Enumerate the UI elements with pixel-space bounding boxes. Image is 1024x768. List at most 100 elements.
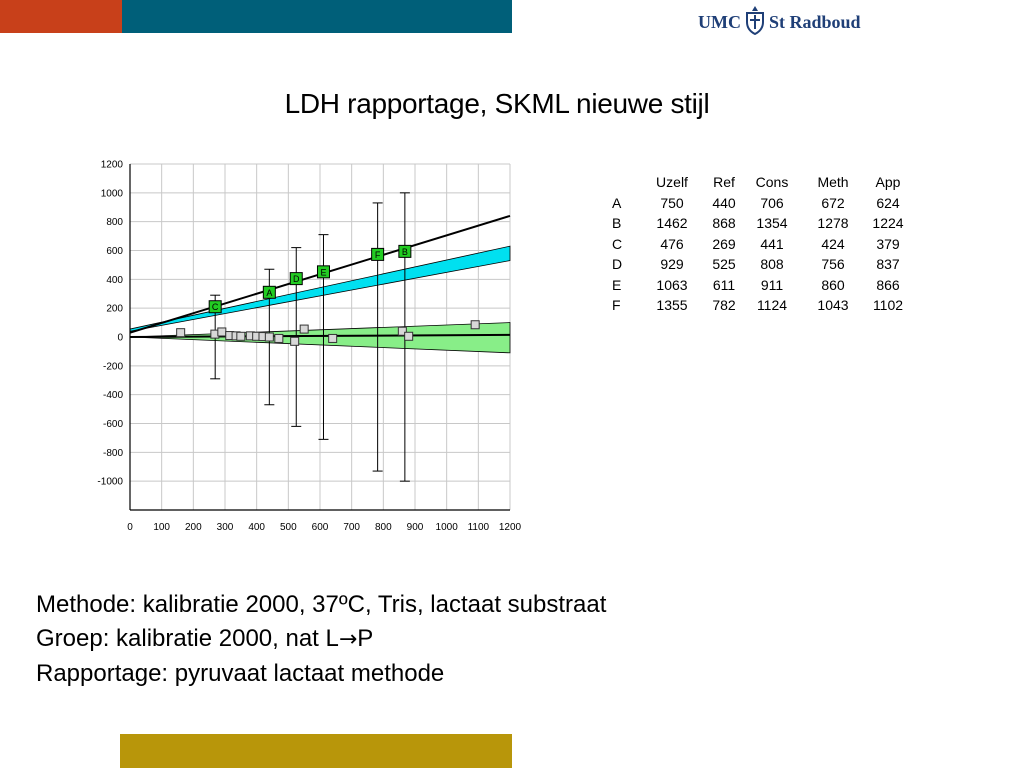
table-row-label: A: [612, 194, 622, 211]
table-cell: 424: [821, 235, 845, 252]
table-header-cell: Cons: [755, 174, 789, 191]
university-crest-icon: [744, 5, 766, 40]
table-header-cell: [608, 172, 640, 193]
x-tick-label: 500: [280, 522, 297, 533]
table-cell: 860: [821, 276, 845, 293]
group-line: Groep: kalibratie 2000, nat L→P: [36, 622, 606, 657]
table-cell: 1278: [817, 215, 849, 232]
sample-point-label: B: [402, 247, 408, 257]
x-tick-label: 1100: [468, 522, 490, 533]
table-row: D 929 525 808 756 837: [608, 254, 910, 275]
table-row: B 1462 868 1354 1278 1224: [608, 213, 910, 234]
data-point-square: [470, 320, 480, 330]
table-cell: 750: [660, 194, 684, 211]
table-row: A 750 440 706 672 624: [608, 193, 910, 214]
table-cell: 624: [876, 194, 900, 211]
header-band-teal: [122, 0, 512, 33]
x-tick-label: 400: [248, 522, 265, 533]
sample-point: [208, 300, 222, 314]
table-cell: 911: [760, 276, 784, 293]
table-cell: 269: [712, 235, 736, 252]
table-cell: 1224: [872, 215, 904, 232]
table-cell: 441: [760, 235, 784, 252]
data-point-square: [328, 333, 338, 343]
table-cell: 1043: [817, 297, 849, 314]
umc-logo: UMC St Radboud: [698, 2, 861, 42]
y-tick-label: 400: [106, 275, 123, 286]
group-line-suffix: P: [357, 625, 374, 652]
table-cell: 1102: [872, 297, 904, 314]
data-point-square: [397, 326, 407, 336]
data-point-square: [217, 327, 227, 337]
table-header-cell: Uzelf: [656, 174, 688, 191]
sample-point-label: D: [293, 274, 300, 284]
data-point-square: [274, 333, 284, 343]
y-tick-label: 800: [106, 217, 123, 228]
y-tick-label: -200: [103, 361, 123, 372]
data-point-square: [176, 328, 186, 338]
x-tick-label: 1000: [436, 522, 459, 533]
table-cell: 1063: [656, 276, 688, 293]
table-row-label: E: [612, 276, 622, 293]
sample-point: [371, 247, 385, 261]
acceptance-band: [129, 322, 511, 354]
table-row: F 1355 782 1124 1043 1102: [608, 295, 910, 316]
method-description: Methode: kalibratie 2000, 37ºC, Tris, la…: [36, 588, 606, 691]
data-point-square: [236, 331, 246, 341]
y-tick-label: 0: [117, 333, 123, 344]
x-tick-label: 1200: [499, 522, 522, 533]
table-cell: 440: [712, 194, 736, 211]
x-tick-label: 600: [312, 522, 329, 533]
footer-band-gold: [120, 734, 512, 768]
table-header-cell: App: [875, 174, 901, 191]
y-tick-label: -1000: [97, 477, 123, 488]
table-cell: 1124: [756, 297, 788, 314]
data-point-square: [264, 332, 274, 342]
x-tick-label: 0: [127, 522, 133, 533]
arrow-right-icon: →: [338, 627, 358, 652]
y-tick-label: -400: [103, 390, 123, 401]
sample-point: [316, 265, 330, 279]
table-cell: 1354: [756, 215, 788, 232]
sample-point: [262, 285, 276, 299]
table-cell: 1355: [656, 297, 688, 314]
x-tick-label: 900: [407, 522, 424, 533]
table-cell: 476: [660, 235, 684, 252]
regression-line: [129, 333, 511, 338]
table-cell: 672: [821, 194, 845, 211]
x-tick-label: 800: [375, 522, 392, 533]
table-cell: 929: [660, 256, 684, 273]
table-row: E 1063 611 911 860 866: [608, 275, 910, 296]
y-tick-label: -600: [103, 419, 123, 430]
x-tick-label: 300: [217, 522, 234, 533]
table-header-cell: Ref: [713, 174, 735, 191]
table-row-label: D: [612, 256, 623, 273]
reporting-line: Rapportage: pyruvaat lactaat methode: [36, 660, 445, 687]
table-row-label: C: [612, 235, 623, 252]
table-cell: 379: [876, 235, 900, 252]
y-tick-label: -800: [103, 448, 123, 459]
data-point-square: [290, 336, 300, 346]
table-header-row: Uzelf Ref Cons Meth App: [608, 172, 910, 193]
header-band-red: [0, 0, 122, 33]
table-cell: 1462: [656, 215, 688, 232]
x-tick-label: 100: [153, 522, 170, 533]
table-row: C 476 269 441 424 379: [608, 234, 910, 255]
y-tick-label: 1200: [101, 160, 124, 171]
table-cell: 782: [712, 297, 736, 314]
sample-point-label: A: [266, 288, 272, 298]
sample-point-label: E: [320, 267, 326, 277]
logo-text-umc: UMC: [698, 11, 741, 32]
table-cell: 866: [876, 276, 900, 293]
y-tick-label: 200: [106, 304, 123, 315]
table-cell: 837: [876, 256, 900, 273]
sample-point-label: F: [375, 250, 381, 260]
table-cell: 756: [821, 256, 845, 273]
method-comparison-chart: C A D E F B 0 100 200 300 400 500 600 700 800 900 1000 11…: [97, 160, 522, 534]
logo-text-radboud: St Radboud: [769, 11, 861, 32]
sample-point: [398, 244, 412, 258]
slide-title: LDH rapportage, SKML nieuwe stijl: [284, 88, 710, 119]
y-tick-label: 600: [106, 246, 123, 257]
results-table: Uzelf Ref Cons Meth App A 750 440 706 672 624 B 146…: [608, 172, 910, 316]
table-cell: 706: [760, 194, 784, 211]
